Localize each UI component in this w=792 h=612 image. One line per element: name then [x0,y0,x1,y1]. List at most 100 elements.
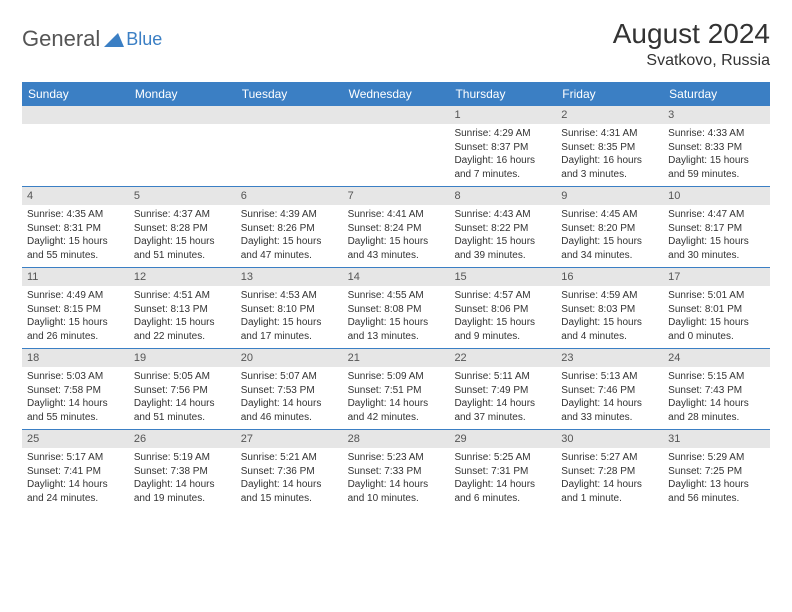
sunset-label: Sunset: 8:17 PM [668,222,765,236]
sunrise-label: Sunrise: 5:09 AM [348,370,445,384]
sunrise-label: Sunrise: 5:01 AM [668,289,765,303]
logo: General Blue [22,26,162,52]
day-number: 15 [449,268,556,286]
sunrise-label: Sunrise: 4:47 AM [668,208,765,222]
sunset-label: Sunset: 8:33 PM [668,141,765,155]
daylight-label: Daylight: 15 hours and 9 minutes. [454,316,551,343]
calendar-cell: 30Sunrise: 5:27 AMSunset: 7:28 PMDayligh… [556,430,663,510]
daylight-label: Daylight: 15 hours and 30 minutes. [668,235,765,262]
sunrise-label: Sunrise: 5:07 AM [241,370,338,384]
sunset-label: Sunset: 7:46 PM [561,384,658,398]
day-details: Sunrise: 4:43 AMSunset: 8:22 PMDaylight:… [449,205,556,267]
daylight-label: Daylight: 15 hours and 43 minutes. [348,235,445,262]
day-number: 4 [22,187,129,205]
sunrise-label: Sunrise: 4:37 AM [134,208,231,222]
sunrise-label: Sunrise: 5:05 AM [134,370,231,384]
calendar-cell [236,106,343,186]
calendar-cell: 13Sunrise: 4:53 AMSunset: 8:10 PMDayligh… [236,268,343,348]
day-details: Sunrise: 4:41 AMSunset: 8:24 PMDaylight:… [343,205,450,267]
sunrise-label: Sunrise: 4:59 AM [561,289,658,303]
sunset-label: Sunset: 7:36 PM [241,465,338,479]
daylight-label: Daylight: 15 hours and 4 minutes. [561,316,658,343]
sunrise-label: Sunrise: 5:29 AM [668,451,765,465]
day-details: Sunrise: 4:53 AMSunset: 8:10 PMDaylight:… [236,286,343,348]
calendar-cell: 26Sunrise: 5:19 AMSunset: 7:38 PMDayligh… [129,430,236,510]
daylight-label: Daylight: 14 hours and 42 minutes. [348,397,445,424]
calendar-cell: 7Sunrise: 4:41 AMSunset: 8:24 PMDaylight… [343,187,450,267]
header: General Blue August 2024 Svatkovo, Russi… [22,18,770,70]
sunset-label: Sunset: 7:51 PM [348,384,445,398]
title-block: August 2024 Svatkovo, Russia [613,18,770,70]
sunset-label: Sunset: 8:01 PM [668,303,765,317]
sunset-label: Sunset: 8:37 PM [454,141,551,155]
calendar-cell: 22Sunrise: 5:11 AMSunset: 7:49 PMDayligh… [449,349,556,429]
calendar-cell: 15Sunrise: 4:57 AMSunset: 8:06 PMDayligh… [449,268,556,348]
day-number [22,106,129,124]
sunrise-label: Sunrise: 5:03 AM [27,370,124,384]
sunrise-label: Sunrise: 5:25 AM [454,451,551,465]
calendar-cell: 18Sunrise: 5:03 AMSunset: 7:58 PMDayligh… [22,349,129,429]
sunset-label: Sunset: 8:26 PM [241,222,338,236]
daylight-label: Daylight: 14 hours and 1 minute. [561,478,658,505]
sunset-label: Sunset: 7:49 PM [454,384,551,398]
sunset-label: Sunset: 7:56 PM [134,384,231,398]
day-details: Sunrise: 5:29 AMSunset: 7:25 PMDaylight:… [663,448,770,510]
day-details: Sunrise: 4:45 AMSunset: 8:20 PMDaylight:… [556,205,663,267]
day-details: Sunrise: 5:11 AMSunset: 7:49 PMDaylight:… [449,367,556,429]
calendar-week: 25Sunrise: 5:17 AMSunset: 7:41 PMDayligh… [22,430,770,510]
day-number [343,106,450,124]
day-header: Saturday [663,82,770,106]
day-number: 28 [343,430,450,448]
day-details: Sunrise: 4:37 AMSunset: 8:28 PMDaylight:… [129,205,236,267]
daylight-label: Daylight: 15 hours and 47 minutes. [241,235,338,262]
day-details: Sunrise: 4:57 AMSunset: 8:06 PMDaylight:… [449,286,556,348]
day-details: Sunrise: 4:33 AMSunset: 8:33 PMDaylight:… [663,124,770,186]
logo-text-1: General [22,26,100,52]
day-header: Wednesday [343,82,450,106]
daylight-label: Daylight: 14 hours and 24 minutes. [27,478,124,505]
sunrise-label: Sunrise: 4:43 AM [454,208,551,222]
calendar-cell: 5Sunrise: 4:37 AMSunset: 8:28 PMDaylight… [129,187,236,267]
sunset-label: Sunset: 8:20 PM [561,222,658,236]
day-details: Sunrise: 4:59 AMSunset: 8:03 PMDaylight:… [556,286,663,348]
sunset-label: Sunset: 8:28 PM [134,222,231,236]
daylight-label: Daylight: 14 hours and 51 minutes. [134,397,231,424]
daylight-label: Daylight: 14 hours and 33 minutes. [561,397,658,424]
calendar-cell: 19Sunrise: 5:05 AMSunset: 7:56 PMDayligh… [129,349,236,429]
sunrise-label: Sunrise: 4:51 AM [134,289,231,303]
calendar-weeks: 1Sunrise: 4:29 AMSunset: 8:37 PMDaylight… [22,106,770,510]
day-number: 14 [343,268,450,286]
sunset-label: Sunset: 8:06 PM [454,303,551,317]
day-details: Sunrise: 5:13 AMSunset: 7:46 PMDaylight:… [556,367,663,429]
day-number: 5 [129,187,236,205]
day-number [236,106,343,124]
day-details: Sunrise: 5:17 AMSunset: 7:41 PMDaylight:… [22,448,129,510]
day-number [129,106,236,124]
sunrise-label: Sunrise: 5:11 AM [454,370,551,384]
day-header: Tuesday [236,82,343,106]
day-details: Sunrise: 4:39 AMSunset: 8:26 PMDaylight:… [236,205,343,267]
day-number: 29 [449,430,556,448]
calendar-cell [343,106,450,186]
calendar-cell: 2Sunrise: 4:31 AMSunset: 8:35 PMDaylight… [556,106,663,186]
sunrise-label: Sunrise: 4:53 AM [241,289,338,303]
day-details: Sunrise: 5:09 AMSunset: 7:51 PMDaylight:… [343,367,450,429]
daylight-label: Daylight: 14 hours and 6 minutes. [454,478,551,505]
daylight-label: Daylight: 14 hours and 37 minutes. [454,397,551,424]
calendar-cell: 10Sunrise: 4:47 AMSunset: 8:17 PMDayligh… [663,187,770,267]
daylight-label: Daylight: 15 hours and 34 minutes. [561,235,658,262]
sunrise-label: Sunrise: 4:41 AM [348,208,445,222]
sunset-label: Sunset: 7:28 PM [561,465,658,479]
calendar-cell: 8Sunrise: 4:43 AMSunset: 8:22 PMDaylight… [449,187,556,267]
sunrise-label: Sunrise: 5:17 AM [27,451,124,465]
day-details: Sunrise: 4:29 AMSunset: 8:37 PMDaylight:… [449,124,556,186]
daylight-label: Daylight: 15 hours and 22 minutes. [134,316,231,343]
sunrise-label: Sunrise: 4:29 AM [454,127,551,141]
calendar-week: 18Sunrise: 5:03 AMSunset: 7:58 PMDayligh… [22,349,770,430]
day-number: 31 [663,430,770,448]
month-title: August 2024 [613,18,770,50]
sunrise-label: Sunrise: 4:45 AM [561,208,658,222]
calendar-cell: 27Sunrise: 5:21 AMSunset: 7:36 PMDayligh… [236,430,343,510]
sunset-label: Sunset: 8:15 PM [27,303,124,317]
calendar-cell: 9Sunrise: 4:45 AMSunset: 8:20 PMDaylight… [556,187,663,267]
